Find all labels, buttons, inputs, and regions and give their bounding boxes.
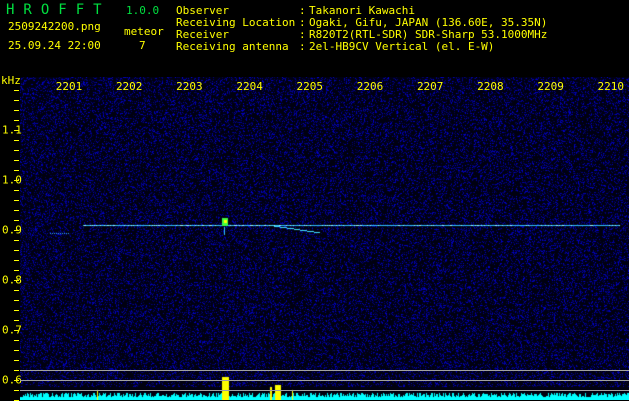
y-tick bbox=[14, 100, 19, 101]
level-line bbox=[20, 380, 629, 381]
y-tick bbox=[14, 260, 19, 261]
level-line bbox=[20, 390, 629, 391]
y-tick bbox=[14, 200, 19, 201]
y-tick bbox=[14, 220, 19, 221]
y-tick bbox=[14, 250, 19, 251]
y-unit: kHz bbox=[1, 75, 21, 87]
level-line bbox=[20, 370, 629, 371]
x-tick-label: 2201 bbox=[56, 80, 83, 93]
y-tick bbox=[14, 350, 19, 351]
y-tick bbox=[14, 340, 19, 341]
x-tick-label: 2205 bbox=[297, 80, 324, 93]
x-tick-label: 2209 bbox=[537, 80, 564, 93]
y-tick bbox=[14, 150, 19, 151]
y-tick bbox=[14, 280, 19, 281]
y-tick bbox=[14, 370, 19, 371]
y-tick bbox=[14, 170, 19, 171]
y-tick bbox=[14, 360, 19, 361]
x-tick-label: 2204 bbox=[236, 80, 263, 93]
info-value: 2el-HB9CV Vertical (el. E-W) bbox=[309, 41, 494, 53]
x-tick-label: 2210 bbox=[598, 80, 625, 93]
info-label: Receiving antenna bbox=[176, 41, 289, 53]
y-tick bbox=[14, 300, 19, 301]
y-tick bbox=[14, 210, 19, 211]
version: 1.0.0 bbox=[126, 4, 159, 17]
x-tick-label: 2203 bbox=[176, 80, 203, 93]
y-tick bbox=[14, 290, 19, 291]
y-tick bbox=[14, 120, 19, 121]
y-tick bbox=[14, 240, 19, 241]
y-tick bbox=[14, 390, 19, 391]
y-tick bbox=[14, 270, 19, 271]
y-tick bbox=[14, 140, 19, 141]
y-tick bbox=[14, 310, 19, 311]
y-tick bbox=[14, 180, 19, 181]
y-tick bbox=[14, 110, 19, 111]
y-tick bbox=[14, 190, 19, 191]
y-tick bbox=[14, 90, 19, 91]
y-tick bbox=[14, 160, 19, 161]
x-tick-label: 2202 bbox=[116, 80, 143, 93]
spectrogram bbox=[20, 77, 629, 400]
meteor-label: meteor bbox=[124, 26, 164, 38]
y-tick bbox=[14, 230, 19, 231]
x-tick-label: 2207 bbox=[417, 80, 444, 93]
datetime: 25.09.24 22:00 bbox=[8, 40, 101, 52]
meteor-count: 7 bbox=[139, 40, 146, 52]
app-title: HROFFT bbox=[6, 2, 111, 18]
x-tick-label: 2208 bbox=[477, 80, 504, 93]
y-tick bbox=[14, 380, 19, 381]
info-colon: : bbox=[299, 41, 306, 53]
y-tick bbox=[14, 130, 19, 131]
y-tick bbox=[14, 320, 19, 321]
filename: 2509242200.png bbox=[8, 21, 101, 33]
y-tick bbox=[14, 330, 19, 331]
x-tick-label: 2206 bbox=[357, 80, 384, 93]
